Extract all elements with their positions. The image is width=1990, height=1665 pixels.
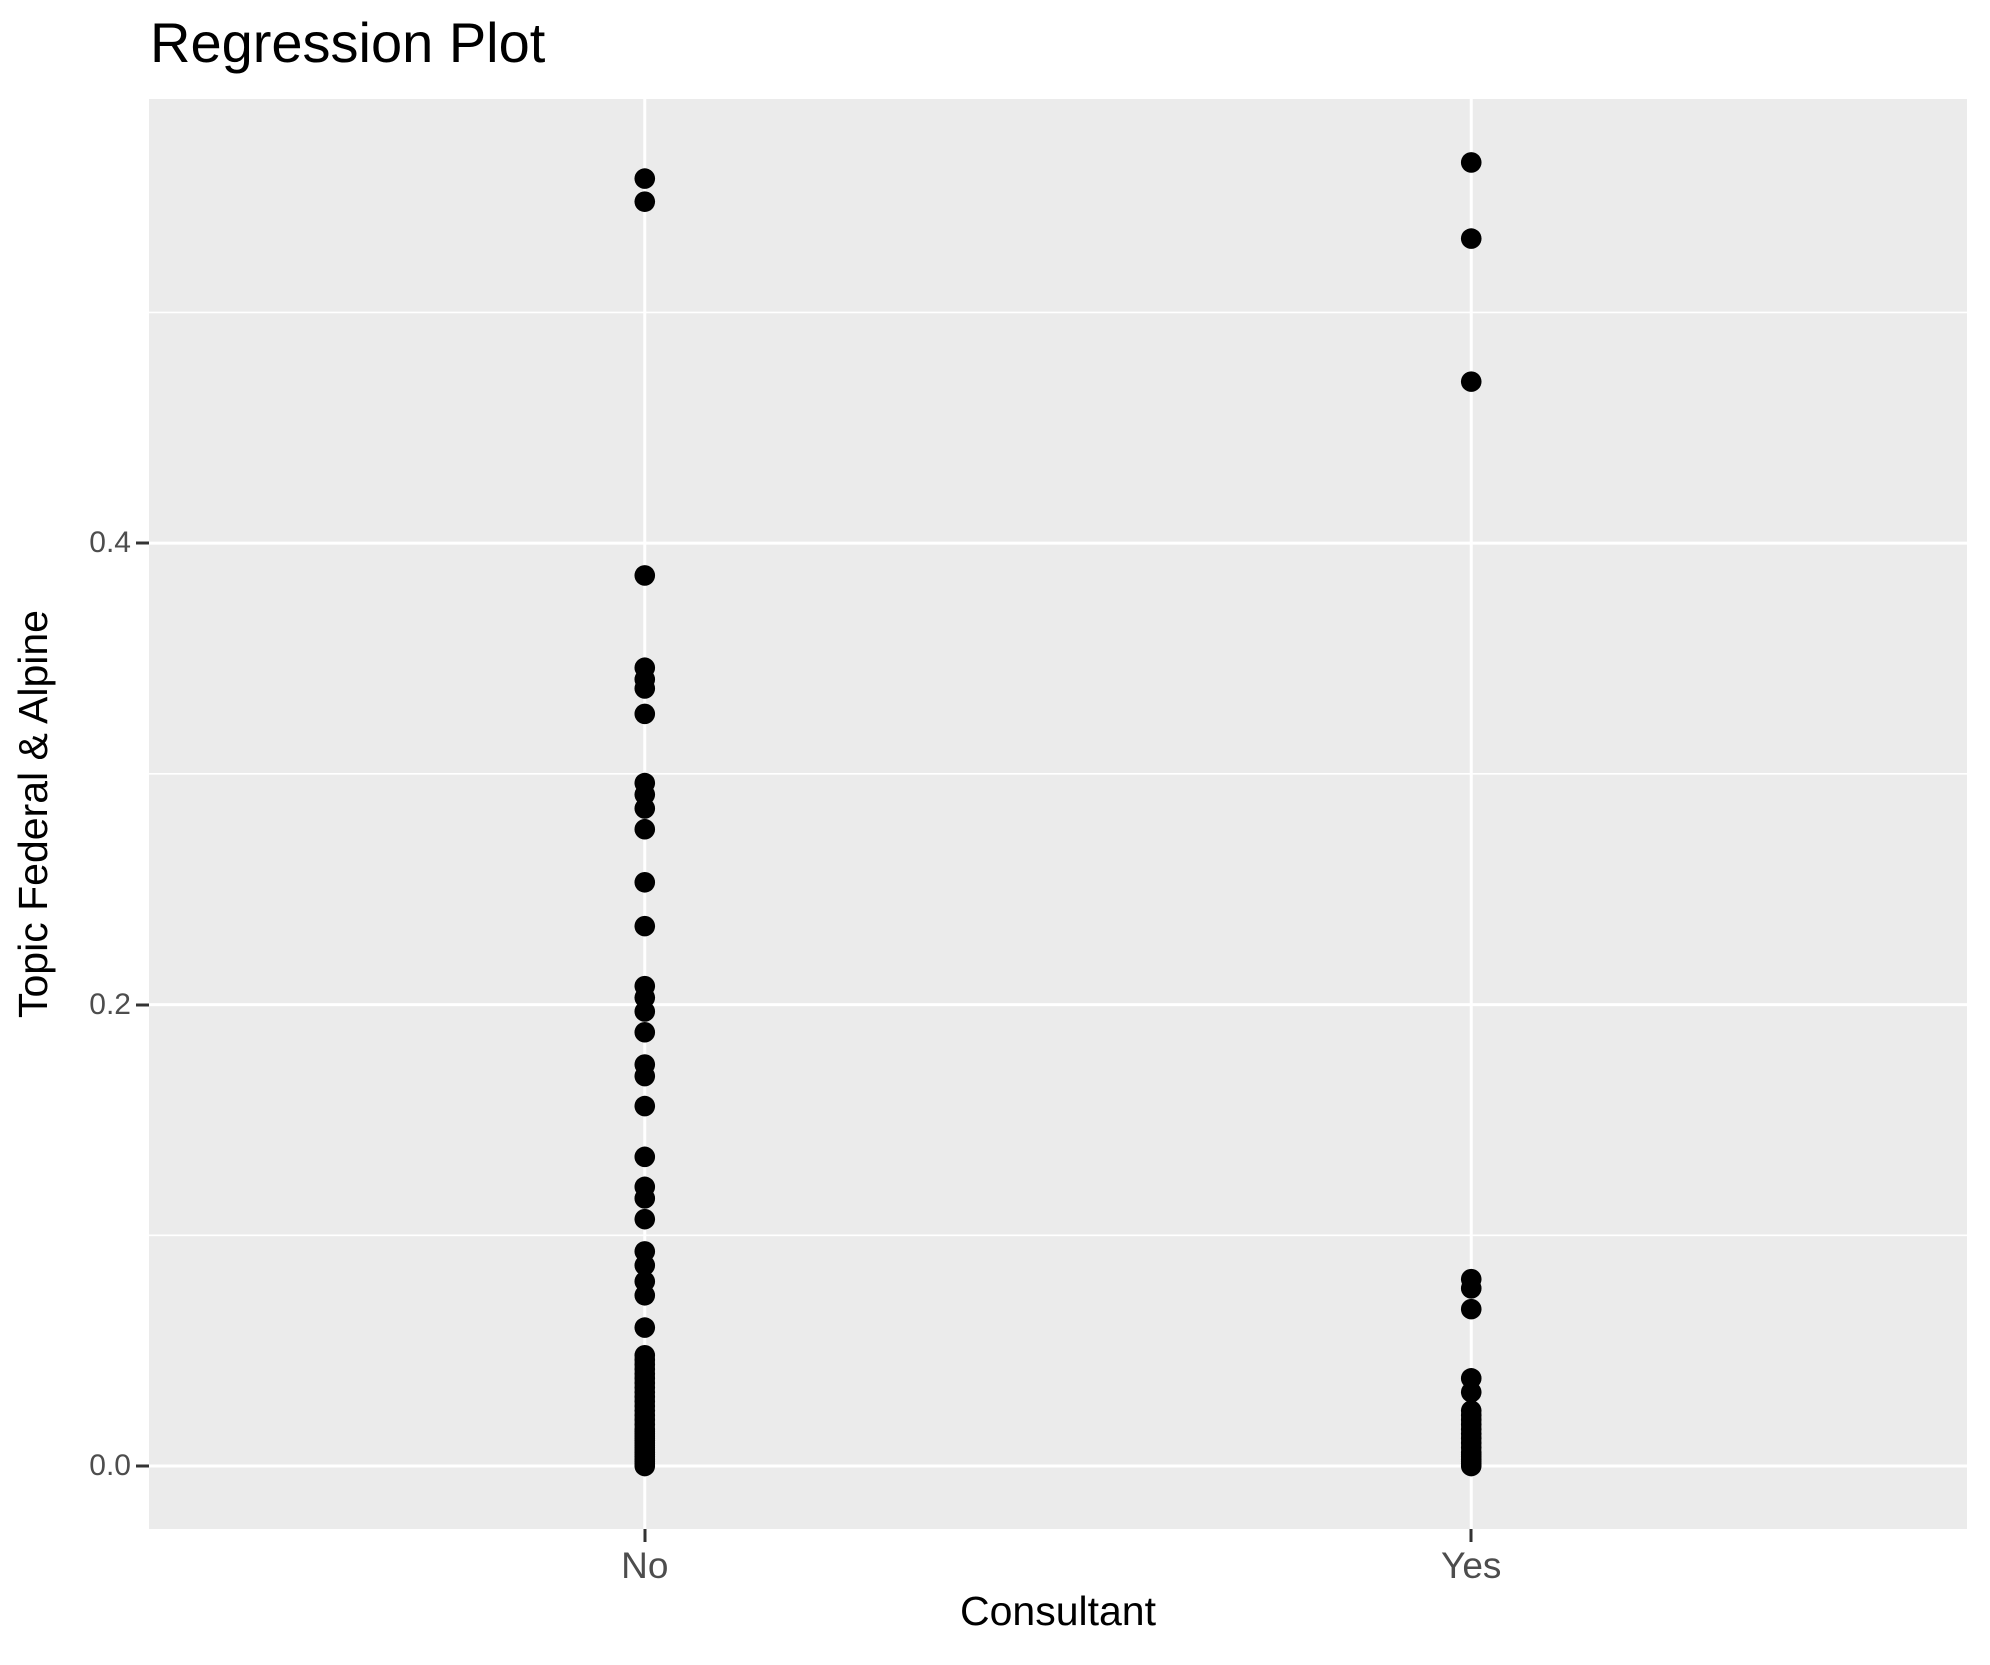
data-point [634, 915, 656, 937]
x-tick-mark [1469, 1529, 1473, 1542]
data-point [634, 818, 656, 840]
scatter-canvas [149, 99, 1967, 1529]
data-point [1460, 371, 1482, 392]
data-point [634, 1254, 656, 1276]
data-point [634, 168, 656, 189]
data-point [1460, 1278, 1482, 1299]
data-point [634, 1208, 656, 1230]
x-tick-label-no: No [621, 1545, 669, 1586]
x-tick-label-yes: Yes [1441, 1545, 1502, 1586]
data-point [1460, 152, 1482, 173]
data-point [634, 703, 656, 725]
data-point [1460, 1298, 1482, 1320]
y-tick-label: 0.2 [89, 987, 131, 1021]
data-point [634, 1021, 656, 1043]
data-point [634, 1188, 656, 1209]
data-point [634, 565, 656, 586]
data-point [634, 1095, 656, 1117]
data-point [634, 1001, 656, 1022]
x-axis-title: Consultant [959, 1588, 1156, 1634]
data-point [1460, 1455, 1482, 1477]
y-tick-label: 0.4 [89, 526, 131, 560]
x-tick-mark [643, 1529, 647, 1542]
y-tick-mark [136, 1464, 149, 1468]
data-point [634, 1455, 656, 1477]
data-point [1460, 1381, 1482, 1403]
plot-title: Regression Plot [150, 11, 546, 74]
data-point [1460, 228, 1482, 249]
data-point [634, 1146, 656, 1168]
data-point [634, 871, 656, 893]
data-point [634, 191, 656, 212]
y-axis-title: Topic Federal & Alpine [10, 610, 56, 1018]
y-tick-mark [136, 1003, 149, 1007]
plot-panel [149, 99, 1967, 1529]
data-point [634, 1065, 656, 1087]
data-point [634, 1317, 656, 1338]
y-tick-label: 0.0 [89, 1449, 131, 1482]
data-point [634, 1284, 656, 1306]
data-point [634, 678, 656, 699]
data-point [634, 798, 656, 819]
y-tick-mark [136, 541, 149, 545]
